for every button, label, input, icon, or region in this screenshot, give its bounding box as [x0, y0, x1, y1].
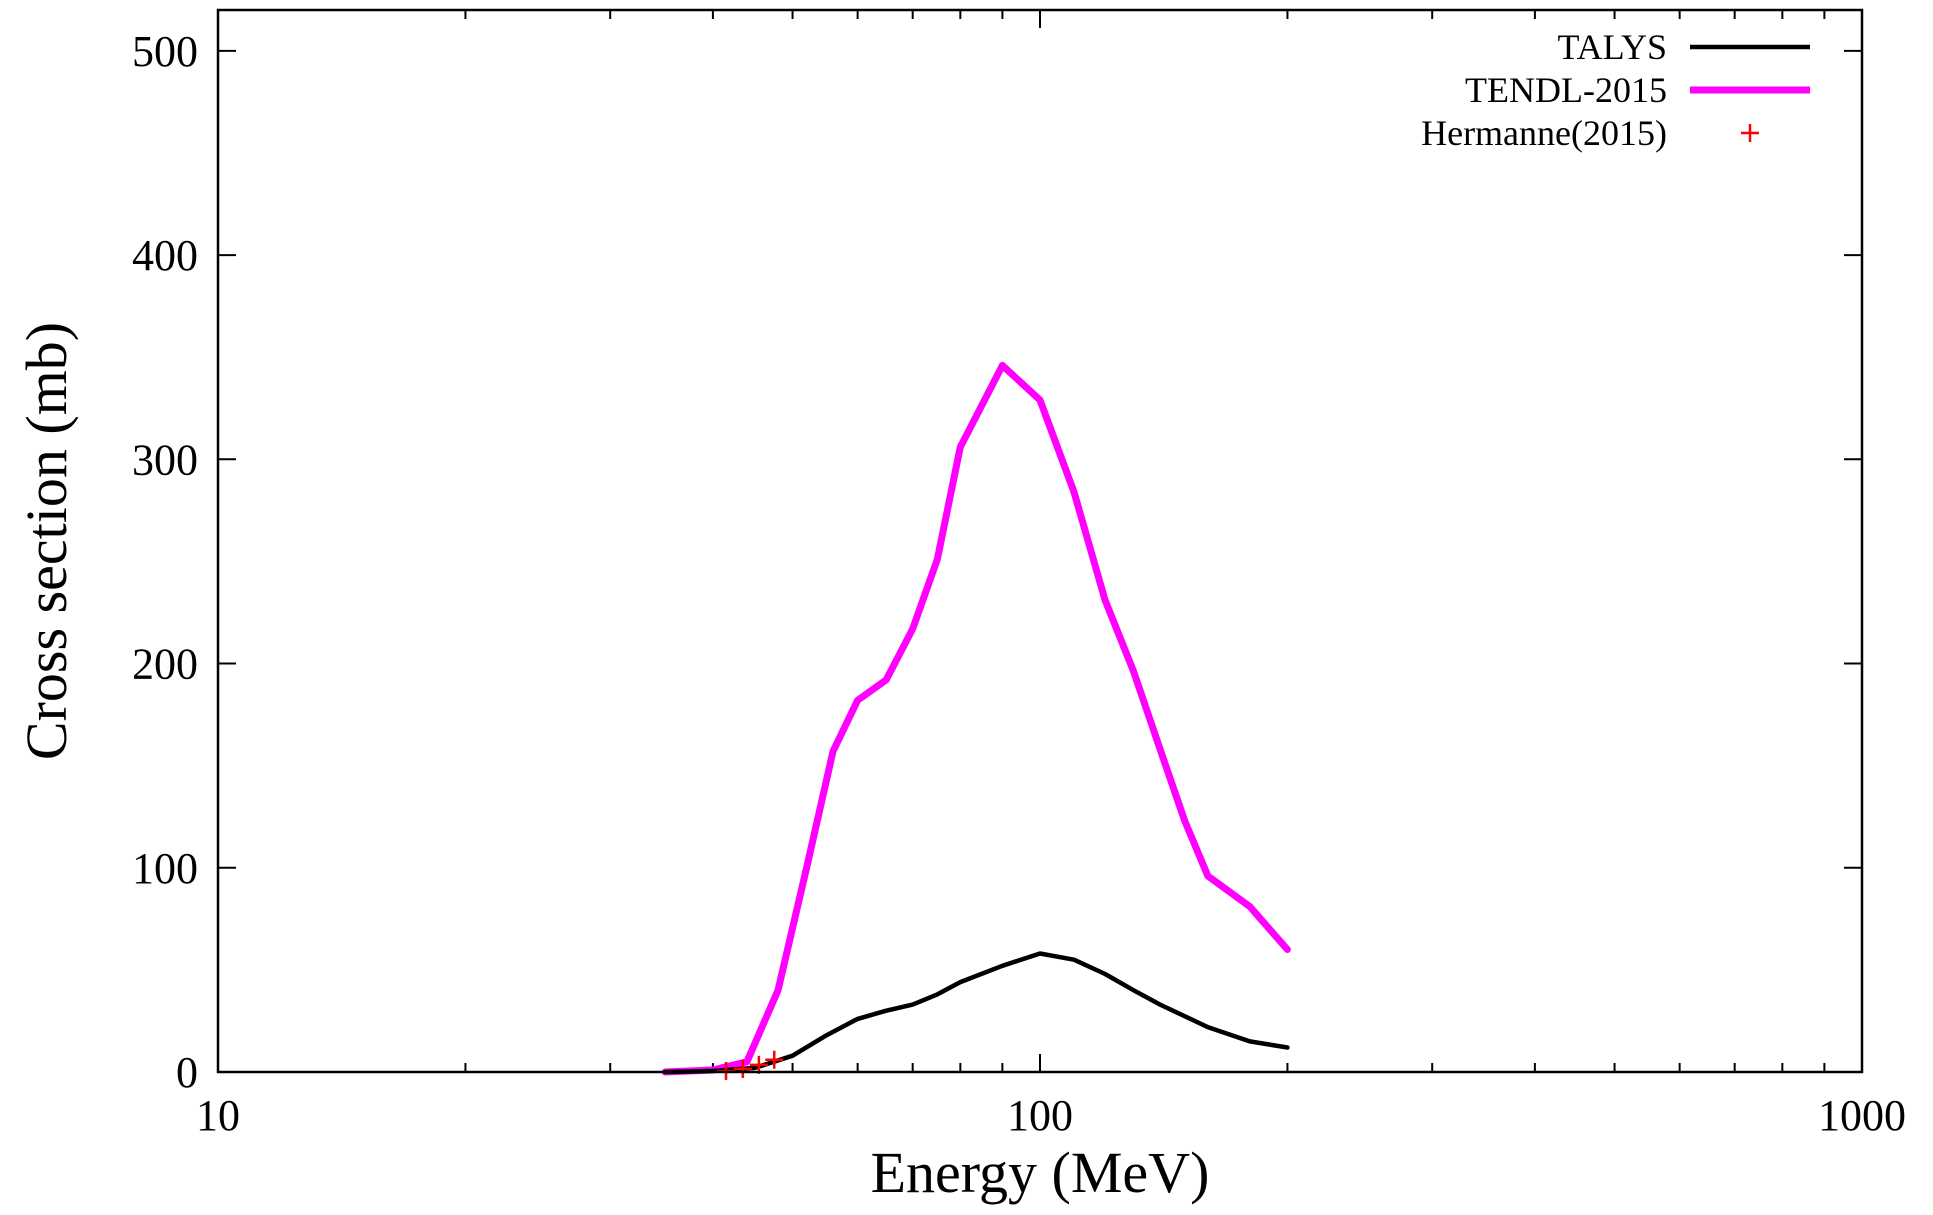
y-tick-label: 300: [132, 435, 198, 484]
labels-layer: 0 100 200 300 400 500 10 100 1000: [132, 27, 1906, 1140]
y-tick-label: 500: [132, 27, 198, 76]
series-line-tendl-2015: [661, 361, 1291, 1076]
y-axis-title: Cross section (mb): [14, 322, 79, 760]
x-axis-title: Energy (MeV): [871, 1140, 1210, 1205]
series-layer: [661, 361, 1291, 1080]
y-tick-label: 100: [132, 844, 198, 893]
legend-entry: Hermanne(2015): [1421, 113, 1759, 153]
y-tick-label: 0: [176, 1048, 198, 1097]
y-tick-label: 200: [132, 640, 198, 689]
legend-entry: TENDL-2015: [1465, 70, 1810, 110]
data-point-marker: [733, 1059, 752, 1078]
legend-label: Hermanne(2015): [1421, 113, 1667, 153]
plot-frame: [216, 8, 1864, 1074]
legend-entry: TALYS: [1557, 27, 1810, 67]
legend-label: TALYS: [1557, 27, 1667, 67]
y-tick-label: 400: [132, 231, 198, 280]
series-line-talys: [662, 951, 1290, 1075]
legend-label: TENDL-2015: [1465, 70, 1667, 110]
data-point-marker: [765, 1050, 784, 1069]
x-tick-label: 1000: [1818, 1091, 1906, 1140]
x-tick-label: 100: [1007, 1091, 1073, 1140]
x-tick-label: 10: [196, 1091, 240, 1140]
